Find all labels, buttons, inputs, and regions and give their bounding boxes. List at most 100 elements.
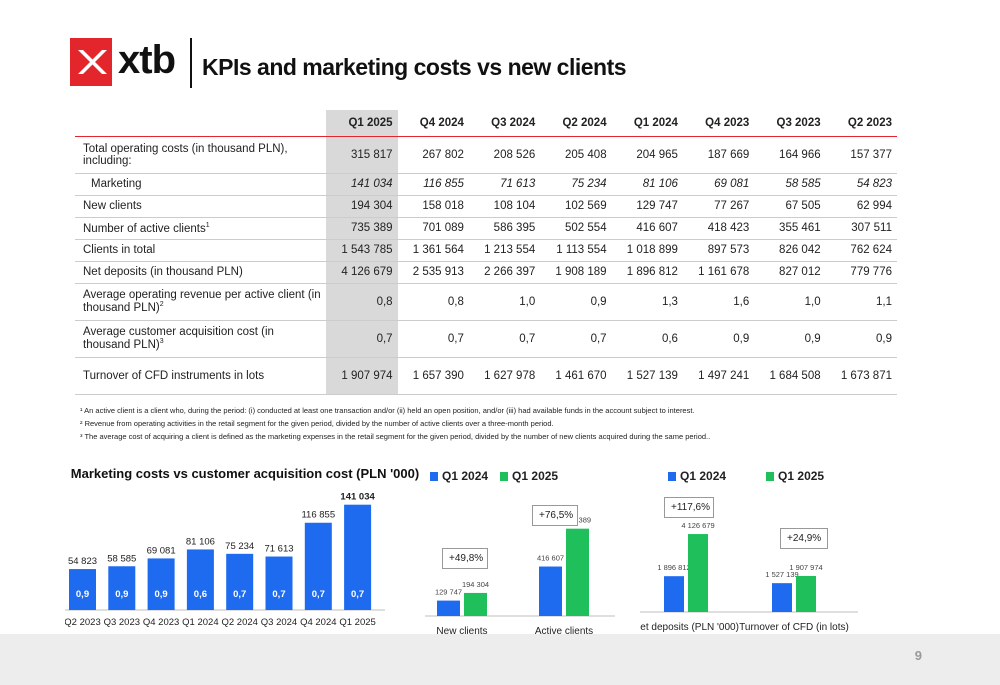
legend-label: Q1 2024 [442, 469, 489, 483]
bar-value-label: 141 034 [340, 492, 375, 503]
bar-value-label: 58 585 [107, 553, 136, 564]
table-row: Total operating costs (in thousand PLN),… [75, 136, 897, 174]
legend-label: Q1 2025 [778, 469, 825, 483]
bar [304, 522, 332, 610]
x-tick-label: Q4 2023 [143, 617, 179, 628]
table-header-cell: Q4 2024 [397, 110, 469, 137]
table-cell: 355 461 [754, 217, 826, 240]
bar-value-label: 1 896 812 [657, 563, 690, 572]
table-header-cell: Q2 2023 [825, 110, 897, 137]
row-label-text: New clients [83, 200, 142, 212]
table-cell: 75 234 [540, 173, 612, 196]
table-cell: 0,9 [754, 320, 826, 358]
row-label-text: Average customer acquisition cost (in th… [83, 326, 274, 351]
bar [796, 575, 816, 612]
table-cell: 1,1 [825, 283, 897, 321]
table-cell: 1 627 978 [468, 357, 541, 395]
table-header-cell: Q1 2024 [611, 110, 683, 137]
table-cell: 141 034 [326, 173, 398, 196]
x-tick-label: Q2 2023 [65, 617, 101, 628]
marketing-chart-title: Marketing costs vs customer acquisition … [70, 466, 420, 481]
table-cell: 827 012 [754, 261, 826, 284]
table-cell: 194 304 [326, 195, 398, 218]
table-cell: 102 569 [540, 195, 612, 218]
marketing-costs-chart: 54 823 0,9 Q2 2023 58 585 0,9 Q3 2023 69 081 0,… [65, 492, 385, 628]
table-cell: 735 389 [326, 217, 398, 240]
table-cell: 54 823 [825, 173, 897, 196]
footnote-2: ² Revenue from operating activities in t… [80, 419, 554, 428]
x-tick-label: Active clients [535, 626, 593, 635]
bar [664, 576, 684, 612]
table-header-row: Q1 2025 Q4 2024 Q3 2024 Q2 2024 Q1 2024 … [75, 110, 897, 137]
row-label: Number of active clients1 [75, 217, 327, 240]
bar-inner-label: 0,7 [233, 589, 246, 600]
table-cell: 416 607 [611, 217, 683, 240]
bar-inner-label: 0,9 [115, 589, 128, 600]
table-cell: 0,8 [397, 283, 469, 321]
page-title: KPIs and marketing costs vs new clients [202, 54, 627, 80]
legend-label: Q1 2025 [512, 469, 559, 483]
table-row: Number of active clients1 735 389 701 089 5… [75, 217, 897, 240]
table-cell: 208 526 [468, 136, 541, 174]
legend-swatch-green [500, 471, 509, 481]
table-cell: 81 106 [611, 173, 683, 196]
x-tick-label: Q4 2024 [300, 617, 336, 628]
table-cell: 62 994 [825, 195, 897, 218]
table-cell: 158 018 [397, 195, 469, 218]
row-label-text: Turnover of CFD instruments in lots [83, 369, 265, 382]
callout-active-clients: +76,5% [532, 505, 578, 526]
footnote-marker: 2 [159, 301, 164, 309]
table-cell: 1 907 974 [326, 357, 398, 395]
table-row: Average operating revenue per active cli… [75, 283, 897, 321]
table-cell: 4 126 679 [326, 261, 398, 284]
table-row: Turnover of CFD instruments in lots 1 907… [75, 357, 897, 395]
footnote-marker: 1 [205, 221, 210, 229]
table-cell: 762 624 [825, 239, 897, 262]
bar-value-label: 81 106 [186, 536, 215, 547]
row-label-text: Clients in total [83, 244, 156, 256]
bar-inner-label: 0,6 [194, 589, 207, 600]
table-header-cell: Q3 2024 [468, 110, 541, 137]
table-cell: 0,9 [540, 283, 612, 321]
table-cell: 116 855 [397, 173, 469, 196]
table-header-cell: Q3 2023 [754, 110, 826, 137]
table-cell: 108 104 [468, 195, 541, 218]
row-label: New clients [75, 195, 327, 218]
bar-inner-label: 0,9 [154, 589, 167, 600]
bar-value-label: 194 304 [462, 580, 489, 589]
table-cell: 1 113 554 [540, 239, 612, 262]
row-label-text: Marketing [91, 178, 142, 190]
table-cell: 0,9 [682, 320, 755, 358]
deposits-turnover-chart: 1 896 812 4 126 679 Net deposits (PLN '000… [640, 521, 858, 633]
bar-value-label: 75 234 [225, 541, 254, 552]
row-label-text: Total operating costs (in thousand PLN),… [83, 142, 288, 167]
table-cell: 1 896 812 [611, 261, 683, 284]
bar [108, 566, 136, 610]
table-row: Average customer acquisition cost (in th… [75, 320, 897, 358]
table-cell: 164 966 [754, 136, 826, 174]
table-row: New clients 194 304 158 018 108 104 102 569 1… [75, 195, 897, 218]
bar [226, 553, 254, 610]
page-number: 9 [914, 648, 922, 663]
table-cell: 157 377 [825, 136, 897, 174]
table-cell: 1 213 554 [468, 239, 541, 262]
bar [688, 534, 708, 612]
callout-turnover-cfd: +24,9% [780, 528, 828, 549]
table-cell: 779 776 [825, 261, 897, 284]
bar [344, 504, 372, 610]
table-cell: 1,6 [682, 283, 755, 321]
table-cell: 67 505 [754, 195, 826, 218]
bar-value-label: 116 855 [301, 510, 335, 521]
xtb-logo-text: xtb [118, 38, 176, 82]
legend-item-q1-2024: Q1 2024 [668, 469, 726, 483]
bar-inner-label: 0,7 [272, 589, 285, 600]
table-cell: 897 573 [682, 239, 755, 262]
table-cell: 77 267 [682, 195, 755, 218]
table-row: Marketing 141 034 116 855 71 613 75 234 81 10… [75, 173, 897, 196]
row-label-text: Average operating revenue per active cli… [83, 289, 321, 314]
table-cell: 2 266 397 [468, 261, 541, 284]
table-cell: 1 543 785 [326, 239, 398, 262]
table-cell: 205 408 [540, 136, 612, 174]
table-cell: 0,7 [326, 320, 398, 358]
legend-label: Q1 2024 [680, 469, 727, 483]
